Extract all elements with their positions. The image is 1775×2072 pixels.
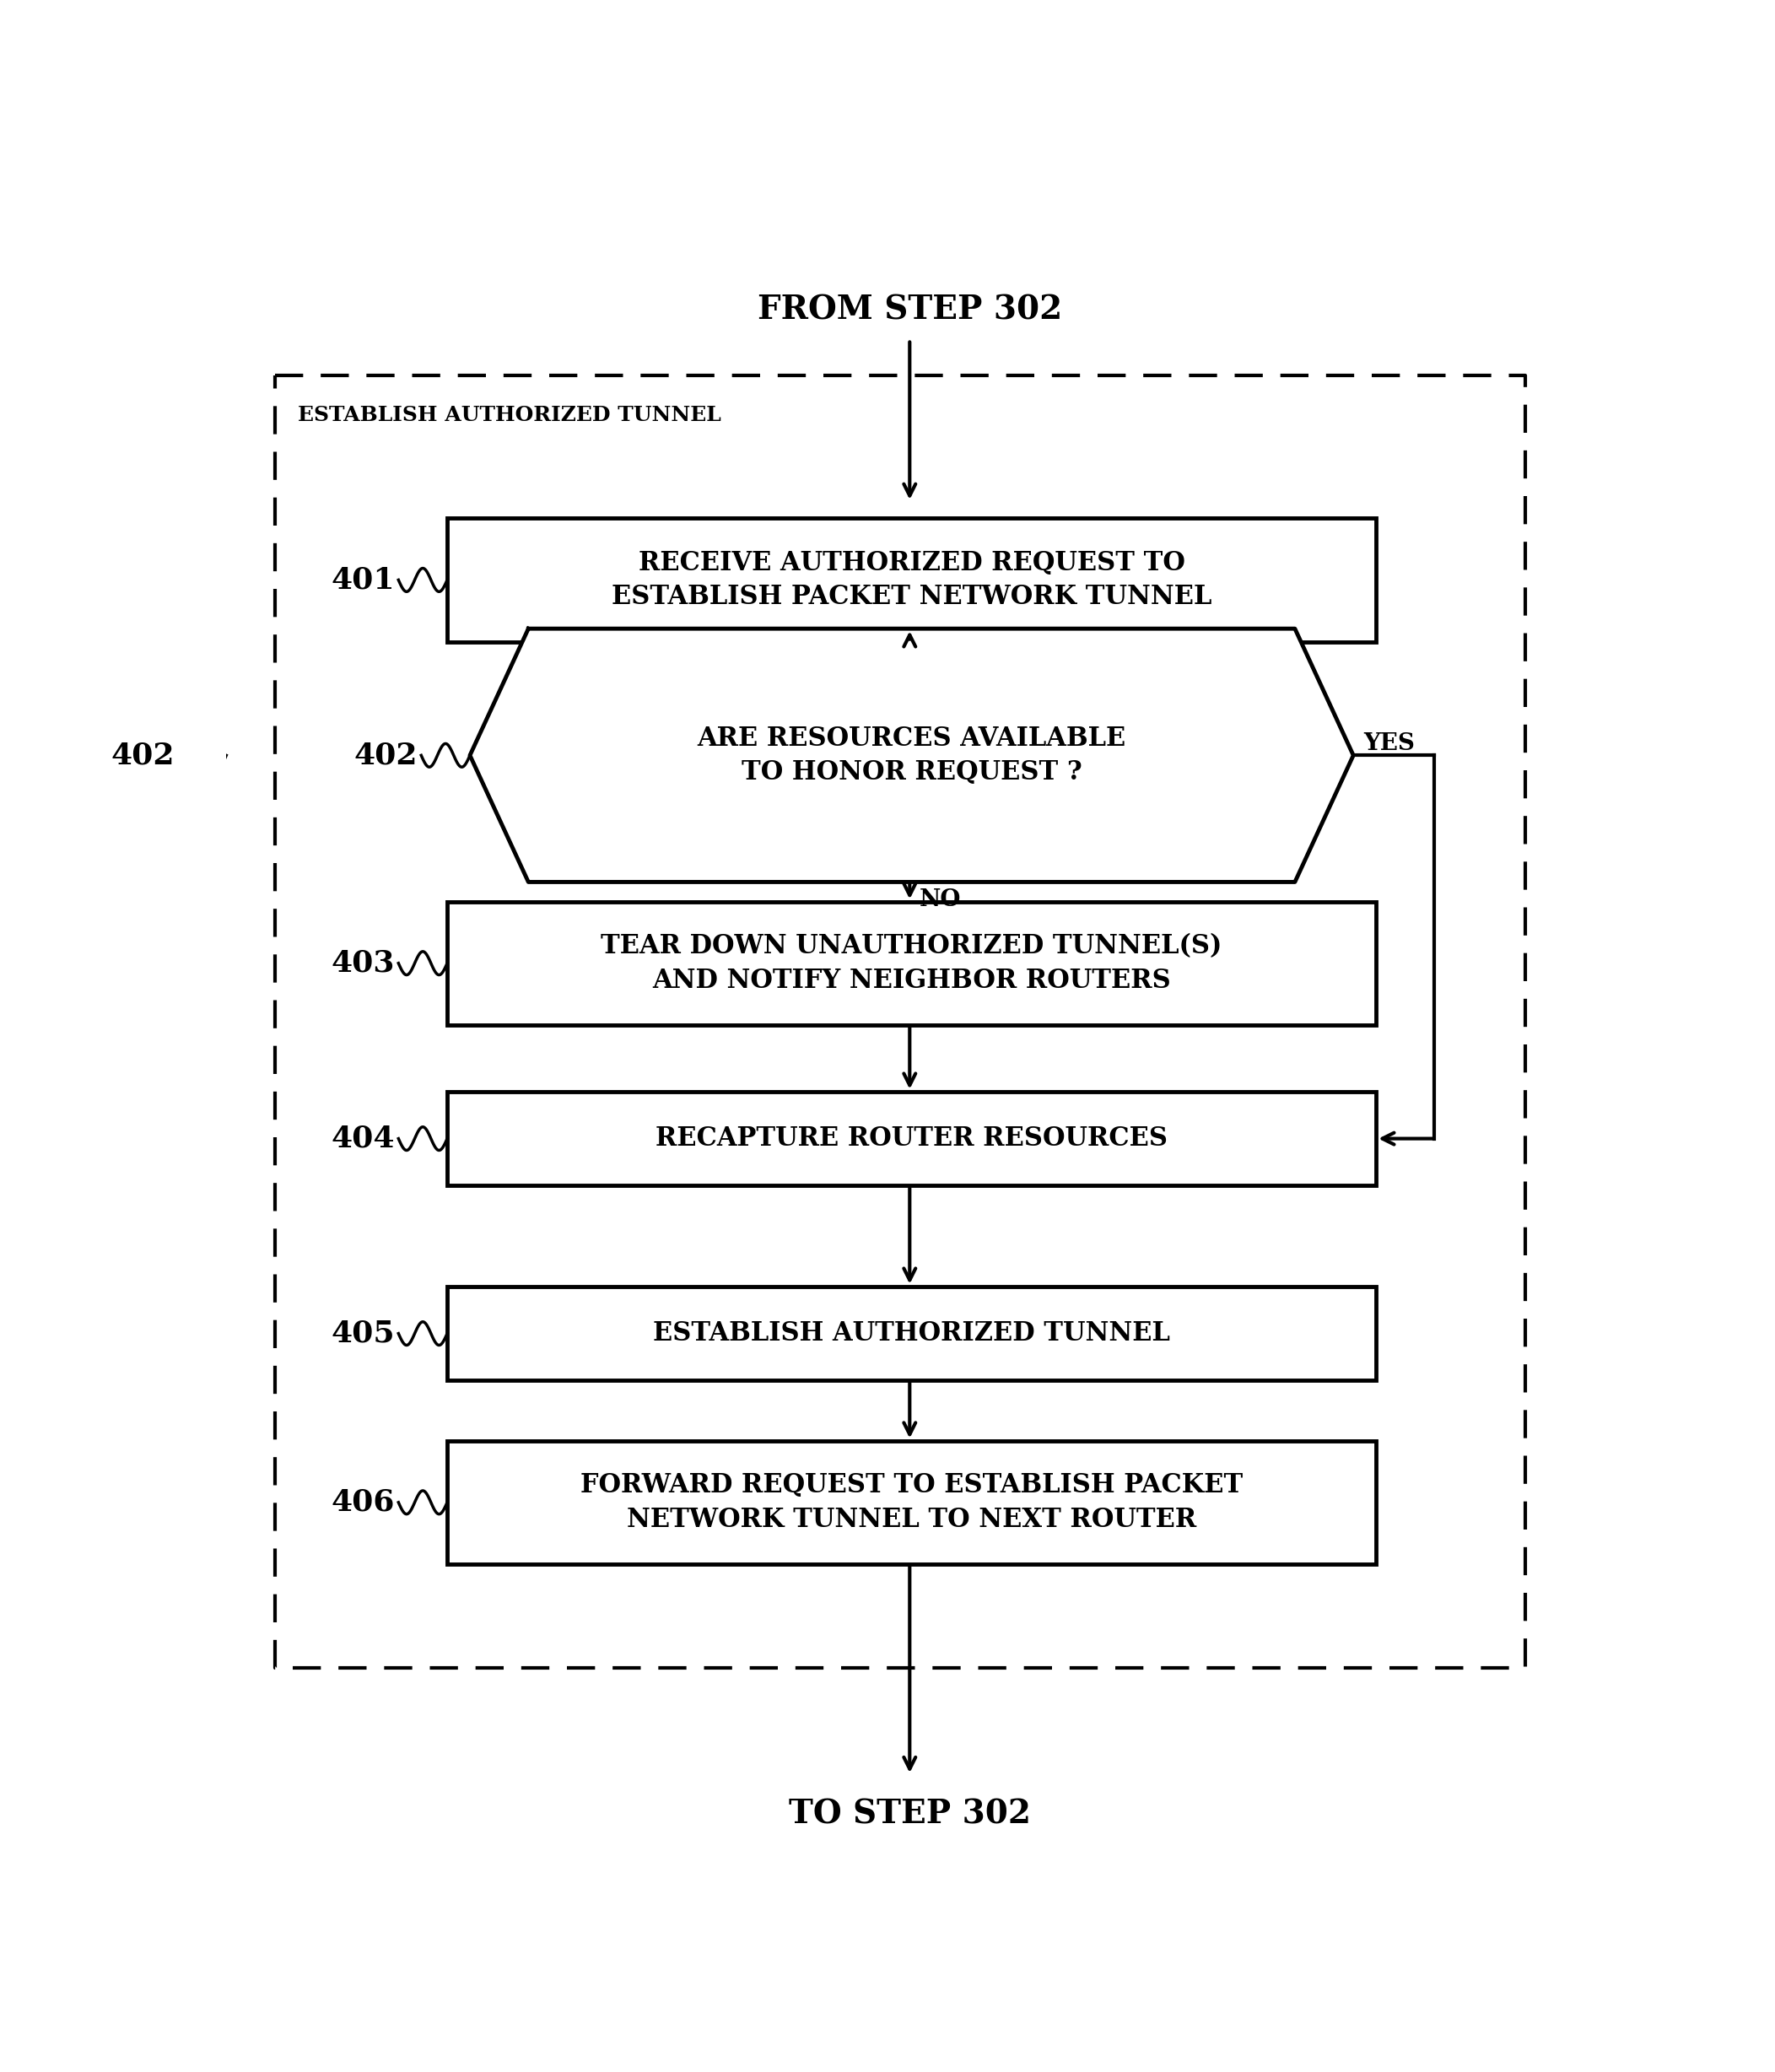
Text: 406: 406 (332, 1488, 396, 1517)
Text: RECEIVE AUTHORIZED REQUEST TO
ESTABLISH PACKET NETWORK TUNNEL: RECEIVE AUTHORIZED REQUEST TO ESTABLISH … (612, 549, 1212, 609)
Bar (447, 901, 1376, 1026)
Text: 401: 401 (332, 566, 396, 595)
Text: NO: NO (919, 889, 962, 912)
Text: RECAPTURE ROUTER RESOURCES: RECAPTURE ROUTER RESOURCES (655, 1125, 1168, 1152)
Polygon shape (470, 628, 1353, 883)
Text: FORWARD REQUEST TO ESTABLISH PACKET
NETWORK TUNNEL TO NEXT ROUTER: FORWARD REQUEST TO ESTABLISH PACKET NETW… (580, 1473, 1242, 1533)
Text: 404: 404 (332, 1125, 396, 1152)
Text: 403: 403 (332, 949, 396, 978)
Bar (447, 518, 1376, 642)
Text: YES: YES (1363, 731, 1415, 754)
Text: ESTABLISH AUTHORIZED TUNNEL: ESTABLISH AUTHORIZED TUNNEL (298, 404, 721, 425)
Text: TEAR DOWN UNAUTHORIZED TUNNEL(S)
AND NOTIFY NEIGHBOR ROUTERS: TEAR DOWN UNAUTHORIZED TUNNEL(S) AND NOT… (602, 932, 1223, 992)
Text: TO STEP 302: TO STEP 302 (788, 1798, 1031, 1830)
Bar (447, 1440, 1376, 1564)
Text: 402: 402 (355, 742, 417, 769)
Bar (447, 1287, 1376, 1380)
Text: FROM STEP 302: FROM STEP 302 (758, 294, 1061, 327)
Text: 405: 405 (332, 1320, 396, 1347)
Text: ARE RESOURCES AVAILABLE
TO HONOR REQUEST ?: ARE RESOURCES AVAILABLE TO HONOR REQUEST… (698, 725, 1125, 785)
Text: ESTABLISH AUTHORIZED TUNNEL: ESTABLISH AUTHORIZED TUNNEL (653, 1320, 1170, 1347)
Bar (447, 1092, 1376, 1185)
Text: 402: 402 (110, 742, 174, 769)
